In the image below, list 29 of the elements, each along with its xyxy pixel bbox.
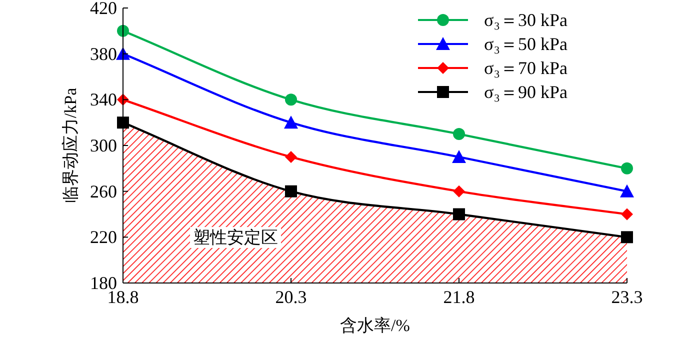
y-tick-label: 300	[90, 136, 117, 156]
point	[285, 150, 297, 163]
y-tick-label: 340	[90, 90, 117, 110]
point	[284, 116, 298, 129]
x-tick-label: 20.3	[275, 287, 307, 307]
legend-label: σ₃＝50 kPa	[484, 34, 568, 54]
y-axis-title: 临界动应力/kPa	[61, 87, 80, 204]
point	[285, 94, 297, 106]
x-tick-label: 23.3	[611, 287, 643, 307]
legend-label: σ₃＝70 kPa	[484, 58, 568, 78]
point	[452, 150, 466, 163]
y-tick-label: 260	[90, 181, 117, 202]
point	[453, 128, 465, 140]
x-tick-label: 21.8	[443, 287, 475, 307]
point	[620, 184, 634, 198]
point	[285, 185, 297, 198]
y-tick-label: 420	[90, 0, 117, 18]
x-axis-title: 含水率/%	[340, 316, 410, 335]
point	[117, 116, 129, 129]
point	[621, 231, 633, 244]
y-tick-label: 220	[90, 227, 117, 248]
legend-label: σ₃＝90 kPa	[484, 82, 568, 102]
legend-label: σ₃＝30 kPa	[484, 10, 568, 30]
point	[453, 208, 465, 220]
annotation: 塑性安定区	[193, 228, 278, 247]
point	[453, 185, 465, 198]
y-tick-label: 380	[90, 44, 117, 64]
point	[621, 208, 633, 220]
point	[621, 162, 633, 174]
